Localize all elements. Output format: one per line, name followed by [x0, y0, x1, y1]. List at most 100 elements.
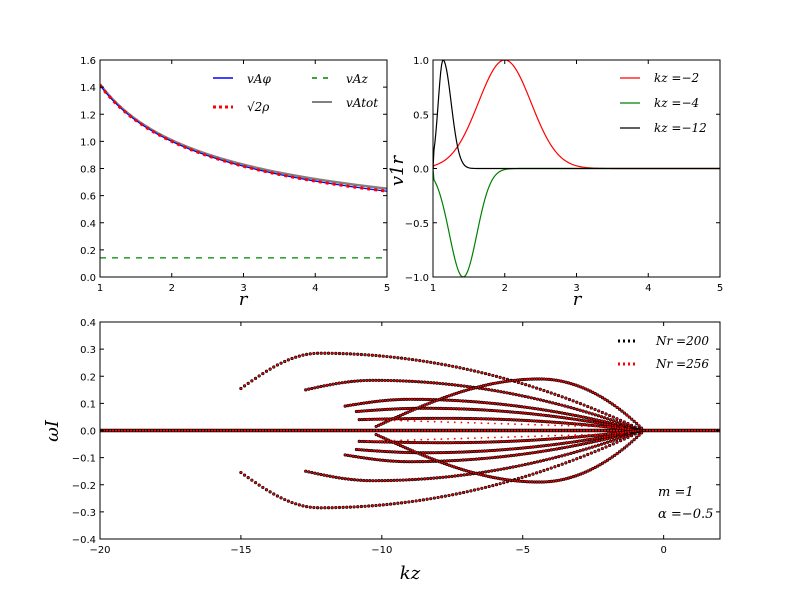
point-Nr256: [613, 454, 616, 457]
point-Nr256: [579, 449, 582, 452]
point-Nr256: [579, 443, 582, 446]
point-Nr256: [583, 419, 586, 422]
point-Nr256: [577, 385, 580, 388]
point-Nr256: [261, 486, 264, 489]
point-Nr256: [440, 495, 443, 498]
point-Nr256: [353, 505, 356, 508]
point-Nr256: [586, 423, 589, 426]
point-Nr256: [579, 409, 582, 412]
point-Nr256: [356, 353, 359, 356]
point-Nr256: [382, 422, 385, 425]
point-Nr256: [385, 503, 388, 506]
point-Nr256: [354, 403, 357, 406]
point-Nr256: [557, 416, 560, 419]
point-Nr256: [408, 478, 411, 481]
point-Nr256: [452, 407, 455, 410]
point-Nr256: [338, 506, 341, 509]
ylabel-top-right: v1r: [387, 154, 408, 186]
point-Nr256: [362, 479, 365, 482]
point-Nr256: [400, 398, 403, 401]
point-Nr256: [454, 417, 457, 420]
point-Nr256: [614, 432, 617, 435]
point-Nr256: [397, 415, 400, 418]
point-Nr256: [564, 397, 567, 400]
y-tick-label: −0.4: [72, 535, 96, 546]
point-Nr256: [557, 403, 560, 406]
point-Nr256: [518, 405, 521, 408]
point-Nr256: [383, 408, 386, 411]
point-Nr256: [438, 460, 441, 463]
point-Nr256: [523, 419, 526, 422]
point-Nr256: [567, 381, 570, 384]
x-tick-label: −10: [371, 545, 392, 556]
point-Nr256: [380, 435, 383, 438]
point-Nr256: [487, 475, 490, 478]
point-Nr256: [601, 411, 604, 414]
point-Nr256: [539, 398, 542, 401]
point-Nr256: [421, 417, 424, 420]
point-Nr256: [401, 417, 404, 420]
point-Nr256: [391, 450, 394, 453]
point-Nr256: [566, 422, 569, 425]
point-Nr256: [526, 378, 529, 381]
point-Nr256: [368, 418, 371, 421]
point-Nr256: [568, 422, 571, 425]
point-Nr256: [533, 419, 536, 422]
point-Nr256: [396, 451, 399, 454]
point-Nr256: [448, 464, 451, 467]
point-Nr256: [534, 435, 536, 438]
point-Nr256: [381, 459, 384, 462]
point-Nr256: [579, 456, 582, 459]
point-Nr256: [416, 407, 419, 410]
point-Nr256: [508, 392, 511, 395]
point-Nr256: [411, 380, 414, 383]
point-Nr256: [509, 410, 512, 413]
point-Nr256: [496, 477, 499, 480]
point-Nr256: [414, 450, 417, 453]
point-Nr256: [417, 478, 420, 481]
point-Nr256: [488, 409, 491, 412]
point-Nr256: [609, 440, 612, 443]
point-Nr256: [491, 374, 494, 377]
point-Nr256: [406, 439, 409, 442]
point-Nr256: [385, 355, 388, 358]
point-Nr256: [429, 497, 432, 500]
point-Nr256: [558, 437, 561, 440]
point-Nr256: [419, 417, 422, 420]
point-Nr256: [432, 407, 435, 410]
point-Nr256: [349, 454, 352, 457]
point-Nr256: [493, 449, 496, 452]
y-tick-label: 1.0: [80, 137, 96, 148]
point-Nr256: [589, 468, 592, 471]
point-Nr256: [323, 474, 326, 477]
point-Nr256: [496, 456, 499, 459]
point-Nr256: [537, 413, 540, 416]
point-Nr256: [615, 438, 618, 441]
point-Nr256: [502, 391, 505, 394]
point-Nr256: [618, 421, 621, 424]
point-Nr256: [545, 444, 548, 447]
point-Nr256: [596, 465, 599, 468]
point-Nr256: [640, 427, 643, 430]
point-Nr256: [634, 429, 637, 432]
point-Nr256: [594, 413, 597, 416]
point-Nr256: [472, 417, 475, 420]
point-Nr256: [444, 495, 447, 498]
point-Nr256: [615, 417, 618, 420]
point-Nr256: [457, 441, 460, 444]
point-Nr256: [520, 439, 523, 442]
point-Nr256: [457, 467, 460, 470]
point-Nr256: [298, 503, 301, 506]
point-Nr256: [387, 399, 390, 402]
point-Nr256: [480, 450, 483, 453]
point-Nr256: [453, 437, 456, 440]
point-Nr256: [488, 456, 491, 459]
point-Nr256: [419, 398, 422, 401]
point-Nr256: [492, 382, 495, 385]
point-Nr256: [536, 460, 539, 463]
point-Nr256: [518, 419, 521, 422]
point-Nr256: [429, 441, 432, 444]
point-Nr256: [313, 472, 316, 475]
point-Nr256: [451, 475, 454, 478]
point-Nr256: [359, 379, 362, 382]
